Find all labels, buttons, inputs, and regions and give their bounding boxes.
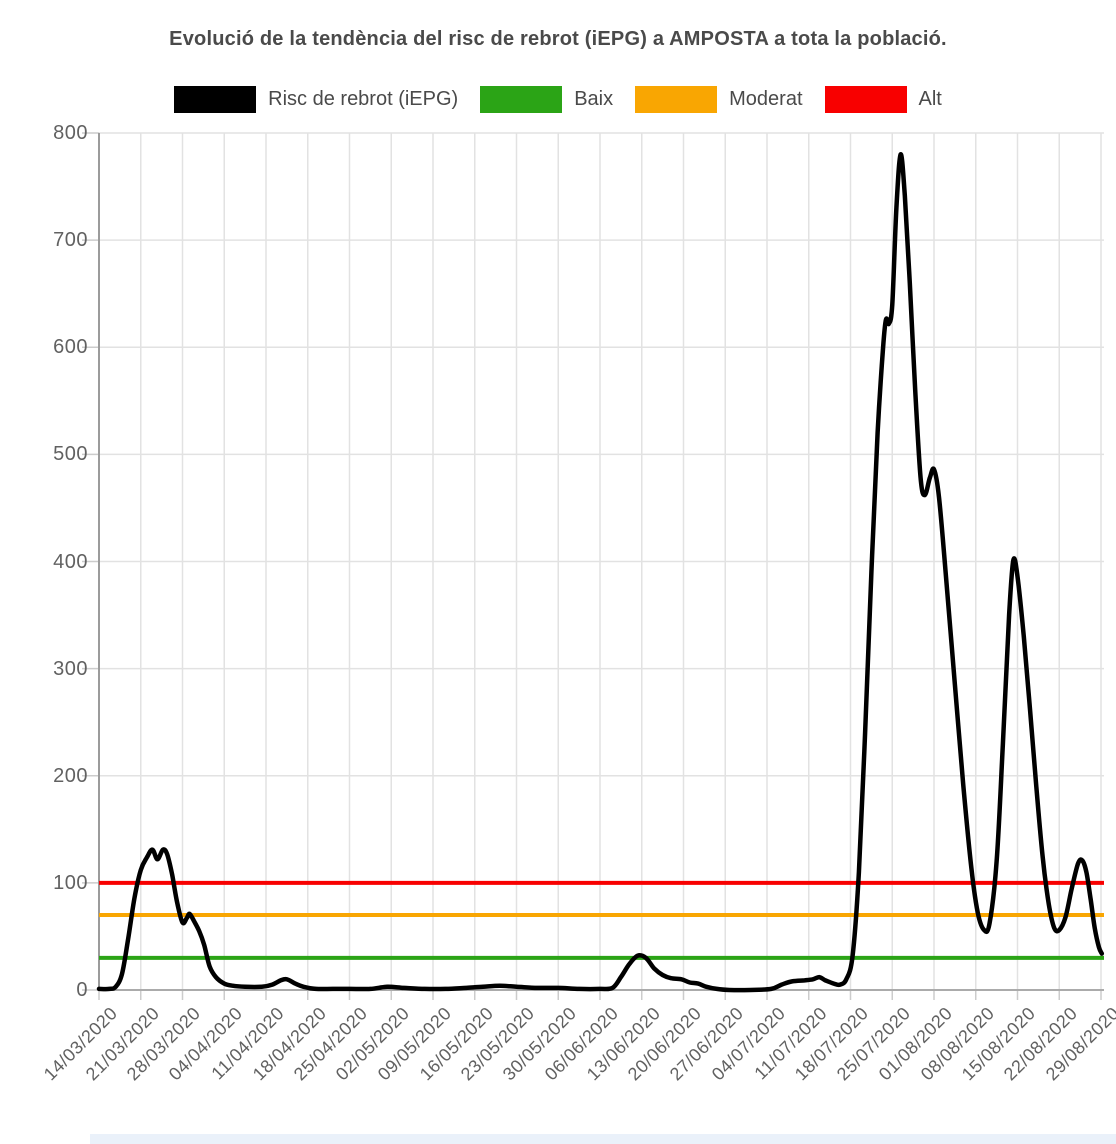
legend-label: Alt <box>918 88 942 110</box>
y-axis-tick-label: 200 <box>53 764 88 787</box>
y-axis-tick-label: 0 <box>76 979 88 1001</box>
y-axis-tick-label: 700 <box>53 229 88 252</box>
y-axis-tick-label: 400 <box>53 550 88 573</box>
legend-item-baix[interactable]: Baix <box>480 86 613 113</box>
legend-label: Risc de rebrot (iEPG) <box>268 88 459 110</box>
y-axis-tick-label: 500 <box>53 443 88 466</box>
legend-swatch <box>480 86 563 113</box>
y-axis-tick-label: 600 <box>53 336 88 359</box>
legend-label: Moderat <box>729 88 803 110</box>
legend-label: Baix <box>574 88 614 110</box>
legend-item-risc-de-rebrot-iepg[interactable]: Risc de rebrot (iEPG) <box>174 86 458 113</box>
chart-title: Evolució de la tendència del risc de reb… <box>169 28 947 50</box>
series-risc-de-rebrot-iepg <box>96 152 1105 993</box>
y-axis-tick-label: 300 <box>53 657 88 680</box>
legend-swatch <box>824 86 907 113</box>
legend-item-moderat[interactable]: Moderat <box>635 86 803 113</box>
y-axis-tick-label: 100 <box>53 871 88 894</box>
legend-swatch <box>174 86 257 113</box>
legend: Risc de rebrot (iEPG) Baix Moderat Alt <box>0 86 1116 113</box>
legend-swatch <box>635 86 718 113</box>
legend-item-alt[interactable]: Alt <box>824 86 942 113</box>
bottom-scroll-strip <box>90 1134 1116 1144</box>
y-axis-tick-label: 800 <box>53 122 88 144</box>
